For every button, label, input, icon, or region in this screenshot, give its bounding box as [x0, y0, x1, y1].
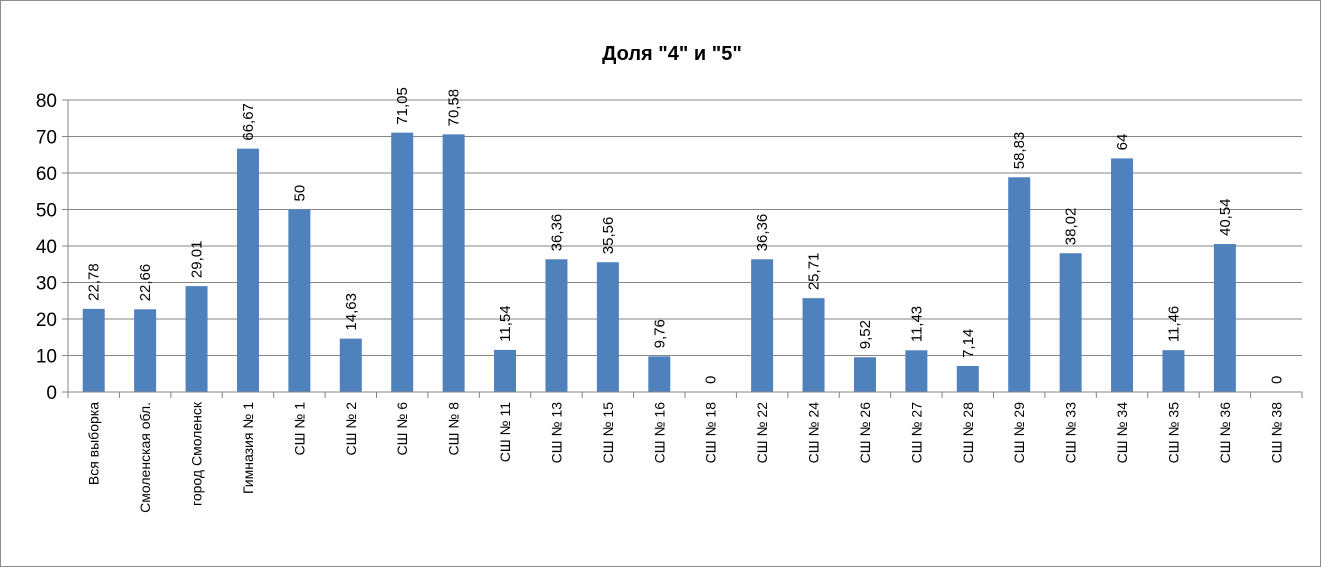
- data-label: 11,54: [497, 305, 514, 341]
- y-tick-labels: 0 10 20 30 40 50 60 70 80: [36, 91, 57, 404]
- data-label: 35,56: [600, 217, 617, 255]
- y-tick-label: 80: [36, 91, 57, 112]
- data-label: 14,63: [343, 293, 360, 331]
- gridlines: [68, 99, 1302, 356]
- data-label: 36,36: [754, 214, 771, 252]
- category-label: СШ № 34: [1114, 402, 1130, 464]
- data-label: 22,78: [86, 263, 103, 301]
- data-label: 22,66: [137, 264, 154, 302]
- bar: [802, 298, 825, 392]
- bar: [236, 148, 259, 392]
- bar: [1111, 158, 1134, 392]
- category-label: СШ № 36: [1217, 402, 1233, 464]
- bar: [648, 356, 671, 392]
- data-label: 50: [291, 185, 308, 202]
- category-label: СШ № 27: [908, 402, 924, 464]
- data-label: 0: [1268, 376, 1285, 384]
- category-label: СШ № 28: [960, 402, 976, 464]
- bar: [853, 357, 876, 392]
- bar: [545, 259, 568, 392]
- category-label: СШ № 2: [343, 402, 359, 456]
- bar: [1059, 253, 1082, 392]
- bar: [596, 262, 619, 392]
- category-label: Гимназия № 1: [240, 402, 256, 494]
- data-label: 71,05: [394, 87, 411, 125]
- category-label: СШ № 26: [857, 402, 873, 464]
- category-label: СШ № 13: [548, 402, 564, 464]
- data-label: 9,76: [651, 319, 668, 348]
- category-labels: Вся выборка Смоленская обл. город Смоленск…: [86, 401, 1285, 513]
- bar: [134, 309, 157, 392]
- y-tick-label: 40: [36, 237, 57, 258]
- category-label: Смоленская обл.: [137, 402, 153, 513]
- bar: [751, 259, 774, 392]
- bar: [442, 134, 465, 392]
- y-tick-label: 20: [36, 310, 57, 331]
- bar: [1008, 177, 1031, 392]
- y-tick-label: 50: [36, 201, 57, 222]
- data-label: 70,58: [446, 89, 463, 127]
- data-label: 66,67: [240, 103, 257, 141]
- category-label: СШ № 33: [1063, 402, 1079, 464]
- category-label: СШ № 11: [497, 402, 513, 462]
- y-tick-label: 30: [36, 274, 57, 295]
- category-label: СШ № 1: [291, 402, 307, 456]
- bar: [391, 132, 414, 393]
- category-label: город Смоленск: [189, 401, 205, 506]
- bar: [956, 365, 979, 392]
- y-tick-label: 70: [36, 128, 57, 149]
- bar: [288, 209, 311, 392]
- category-label: СШ № 38: [1268, 402, 1284, 464]
- y-tick-label: 0: [46, 383, 57, 404]
- category-label: СШ № 15: [600, 402, 616, 464]
- category-label: Вся выборка: [86, 402, 102, 485]
- data-label: 11,46: [1165, 306, 1182, 342]
- data-label: 9,52: [857, 320, 874, 349]
- category-label: СШ № 16: [651, 402, 667, 464]
- data-label: 64: [1114, 134, 1131, 151]
- axes: [62, 99, 1303, 398]
- chart-title: Доля "4" и "5": [602, 43, 742, 65]
- data-label: 7,14: [960, 329, 977, 358]
- data-labels: 22,78 22,66 29,01 66,67 50 14,63 71,05 70,58 11,…: [86, 87, 1286, 384]
- category-label: СШ № 29: [1011, 402, 1027, 464]
- y-tick-label: 60: [36, 164, 57, 185]
- data-label: 25,71: [806, 253, 823, 291]
- bar: [185, 286, 208, 392]
- bar: [905, 350, 928, 392]
- data-label: 0: [703, 376, 720, 384]
- data-label: 38,02: [1063, 208, 1080, 246]
- bar: [82, 308, 105, 392]
- category-label: СШ № 22: [754, 402, 770, 464]
- bar: [494, 349, 517, 392]
- y-tick-label: 10: [36, 347, 57, 368]
- category-label: СШ № 35: [1165, 402, 1181, 464]
- data-label: 58,83: [1011, 132, 1028, 170]
- bar: [339, 338, 362, 392]
- data-label: 29,01: [189, 241, 206, 279]
- category-label: СШ № 6: [394, 402, 410, 456]
- category-label: СШ № 18: [703, 402, 719, 464]
- bars: [82, 132, 1236, 393]
- bar: [1213, 244, 1236, 392]
- category-label: СШ № 8: [446, 402, 462, 456]
- data-label: 36,36: [548, 214, 565, 252]
- data-label: 11,43: [908, 306, 925, 342]
- category-label: СШ № 24: [806, 402, 822, 464]
- bar: [1162, 350, 1185, 392]
- data-label: 40,54: [1217, 198, 1234, 236]
